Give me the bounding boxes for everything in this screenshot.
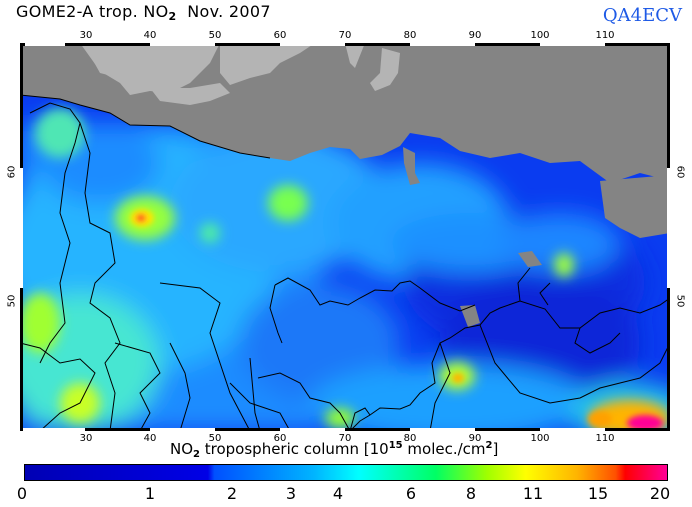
right-axis-label: 60	[674, 165, 686, 179]
bottom-axis-label: 50	[208, 433, 222, 444]
colorbar-title: NO2 tropospheric column [1015 molec./cm2…	[170, 440, 498, 460]
light-region	[370, 48, 400, 91]
country-borders	[20, 94, 670, 431]
bottom-axis-label: 110	[595, 433, 615, 444]
colorbar-label: 2	[226, 484, 238, 503]
hotspots	[20, 108, 670, 431]
top-axis-label: 110	[595, 30, 615, 41]
left-axis-label: 50	[6, 294, 18, 308]
colorbar-label: 15	[587, 484, 609, 503]
cb-title-end: ]	[492, 440, 499, 458]
top-axis-label: 60	[273, 30, 287, 41]
colorbar-label: 3	[285, 484, 297, 503]
title-text: GOME2-A trop. NO	[16, 2, 169, 21]
colorbar-label: 4	[332, 484, 344, 503]
cb-title-mid: tropospheric column [10	[200, 440, 389, 458]
map-title: GOME2-A trop. NO2 Nov. 2007	[16, 2, 271, 23]
cb-title-sup2: 2	[485, 440, 493, 451]
no2-map	[20, 43, 670, 431]
colorbar-label: 6	[405, 484, 417, 503]
bottom-axis-label: 60	[273, 433, 287, 444]
title-subscript: 2	[168, 10, 177, 23]
no-data-region	[518, 251, 542, 267]
top-axis-label: 100	[530, 30, 550, 41]
cb-title-no: NO	[170, 440, 194, 458]
top-axis-bar	[20, 43, 670, 46]
light-region	[345, 43, 365, 68]
colorbar	[24, 464, 668, 481]
top-axis-label: 50	[208, 30, 222, 41]
bottom-axis-label: 90	[468, 433, 482, 444]
no-data-region	[600, 175, 670, 238]
light-region	[150, 83, 230, 105]
bottom-axis-label: 40	[143, 433, 157, 444]
bottom-axis-label: 70	[338, 433, 352, 444]
bottom-axis-label: 30	[79, 433, 93, 444]
top-axis-label: 30	[79, 30, 93, 41]
right-axis-label: 50	[674, 294, 686, 308]
bottom-axis-label: 100	[530, 433, 550, 444]
top-axis-label: 70	[338, 30, 352, 41]
top-axis-label: 90	[468, 30, 482, 41]
cb-title-sup: 15	[388, 440, 403, 451]
bottom-axis-bar	[20, 428, 670, 431]
brand-label: QA4ECV	[602, 5, 682, 26]
title-date: Nov. 2007	[187, 2, 271, 21]
no-data-region	[460, 305, 480, 327]
top-axis-label: 40	[143, 30, 157, 41]
bottom-axis-label: 80	[403, 433, 417, 444]
light-region	[220, 43, 315, 85]
light-region	[90, 53, 140, 78]
cb-title-unit: molec./cm	[402, 440, 486, 458]
colorbar-label: 0	[16, 484, 28, 503]
colorbar-label: 11	[522, 484, 544, 503]
right-axis-bar	[667, 43, 670, 431]
colorbar-label: 20	[649, 484, 671, 503]
colorbar-label: 8	[465, 484, 477, 503]
left-axis-label: 60	[6, 165, 18, 179]
left-axis-bar	[20, 43, 23, 431]
no-data-region	[403, 147, 420, 185]
top-axis-label: 80	[403, 30, 417, 41]
cb-title-sub: 2	[193, 449, 200, 460]
colorbar-label: 1	[144, 484, 156, 503]
